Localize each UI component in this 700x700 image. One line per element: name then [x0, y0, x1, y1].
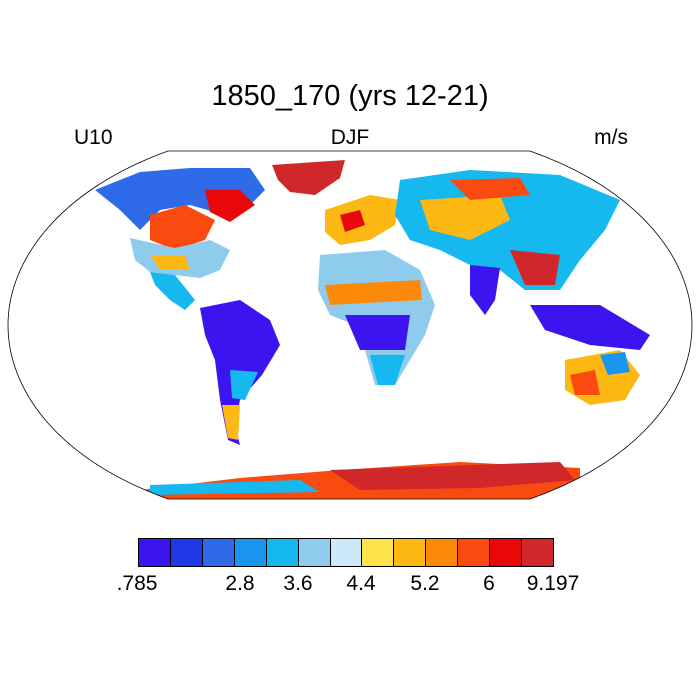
- colorbar-tick-label: 9.197: [526, 572, 580, 595]
- units-label: m/s: [594, 126, 628, 149]
- map-outline: [7, 150, 693, 500]
- map-title: 1850_170 (yrs 12-21): [211, 80, 489, 112]
- colorbar-swatch: [330, 539, 363, 566]
- colorbar: [138, 538, 554, 567]
- colorbar-swatch: [426, 539, 459, 566]
- colorbar-tick-label: 2.8: [225, 572, 255, 595]
- colorbar-swatch: [394, 539, 427, 566]
- colorbar-tick-label: 6: [483, 572, 495, 595]
- colorbar-tick-label: 3.6: [283, 572, 313, 595]
- colorbar-tick-label: 5.2: [410, 572, 440, 595]
- colorbar-swatch: [298, 539, 331, 566]
- colorbar-swatch: [234, 539, 267, 566]
- colorbar-tick-label: 4.4: [346, 572, 376, 595]
- colorbar-tick-label: .785: [116, 572, 158, 595]
- colorbar-swatch: [202, 539, 235, 566]
- colorbar-swatch: [458, 539, 491, 566]
- canada-region: [95, 168, 265, 230]
- colorbar-swatch: [490, 539, 523, 566]
- variable-label: U10: [74, 126, 113, 149]
- colorbar-swatch: [362, 539, 395, 566]
- colorbar-swatch: [139, 539, 171, 566]
- colorbar-swatch: [266, 539, 299, 566]
- season-label: DJF: [330, 126, 370, 149]
- greenland-region: [272, 160, 345, 195]
- colorbar-swatch: [522, 539, 553, 566]
- colorbar-swatch: [170, 539, 203, 566]
